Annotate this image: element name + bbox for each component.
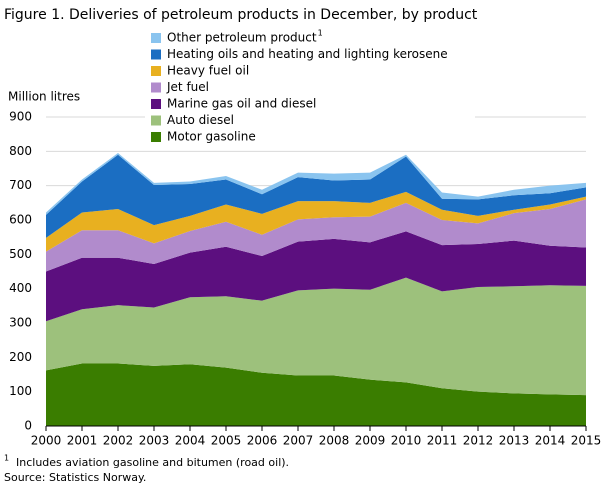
y-tick-label: 700 (9, 178, 32, 192)
axes: 0 100 200 300 400 500 600 700 800 900 2000 2001 2002… (9, 110, 601, 448)
source: Source: Statistics Norway. (4, 471, 146, 484)
y-tick-label: 200 (9, 350, 32, 364)
y-tick-label: 300 (9, 316, 32, 330)
areas (46, 153, 586, 426)
area (46, 154, 586, 238)
area (46, 363, 586, 426)
y-tick-label: 400 (9, 281, 32, 295)
x-tick-label: 2006 (247, 434, 278, 448)
legend-note-marker: 1 (318, 29, 323, 38)
x-tick-label: 2002 (103, 434, 134, 448)
x-tick-label: 2012 (463, 434, 494, 448)
legend-label: Marine gas oil and diesel (167, 97, 316, 111)
x-tick-label: 2013 (499, 434, 530, 448)
x-tick-label: 2003 (139, 434, 170, 448)
x-tick-label: 2010 (391, 434, 422, 448)
chart-title: Figure 1. Deliveries of petroleum produc… (4, 7, 478, 23)
x-tick-label: 2014 (535, 434, 566, 448)
x-tick-label: 2007 (283, 434, 314, 448)
legend-label: Auto diesel (167, 113, 234, 127)
x-tick-label: 2015 (571, 434, 602, 448)
area (46, 231, 586, 322)
footnote: Includes aviation gasoline and bitumen (… (16, 456, 289, 469)
legend-swatch (151, 66, 161, 76)
x-tick-label: 2009 (355, 434, 386, 448)
y-tick-label: 900 (9, 110, 32, 124)
legend-label: Other petroleum product (167, 31, 317, 45)
y-tick-label: 100 (9, 384, 32, 398)
legend-swatch (151, 115, 161, 126)
legend-label: Heavy fuel oil (167, 64, 249, 78)
x-tick-label: 2011 (427, 434, 458, 448)
area (46, 191, 586, 252)
y-tick-label: 600 (9, 213, 32, 227)
legend-box (145, 28, 475, 150)
footnote-marker: 1 (4, 454, 9, 463)
x-tick-label: 2008 (319, 434, 350, 448)
legend-swatch (151, 99, 161, 109)
legend: Other petroleum product 1 Heating oils and… (145, 28, 475, 150)
area (46, 199, 586, 272)
x-tick-label: 2004 (175, 434, 206, 448)
area (46, 277, 586, 396)
legend-label: Heating oils and heating and lighting ke… (167, 47, 448, 61)
x-tick-label: 2005 (211, 434, 242, 448)
legend-label: Jet fuel (166, 80, 209, 94)
legend-swatch (151, 82, 161, 93)
legend-label: Motor gasoline (167, 130, 256, 144)
area (46, 153, 586, 215)
y-tick-label: 500 (9, 247, 32, 261)
y-axis-label: Million litres (8, 90, 80, 104)
legend-swatch (151, 132, 161, 142)
x-tick-label: 2000 (31, 434, 62, 448)
x-tick-label: 2001 (67, 434, 98, 448)
y-tick-label: 800 (9, 144, 32, 158)
legend-swatch (151, 49, 161, 60)
y-tick-label: 0 (24, 419, 32, 433)
legend-swatch (151, 33, 161, 43)
